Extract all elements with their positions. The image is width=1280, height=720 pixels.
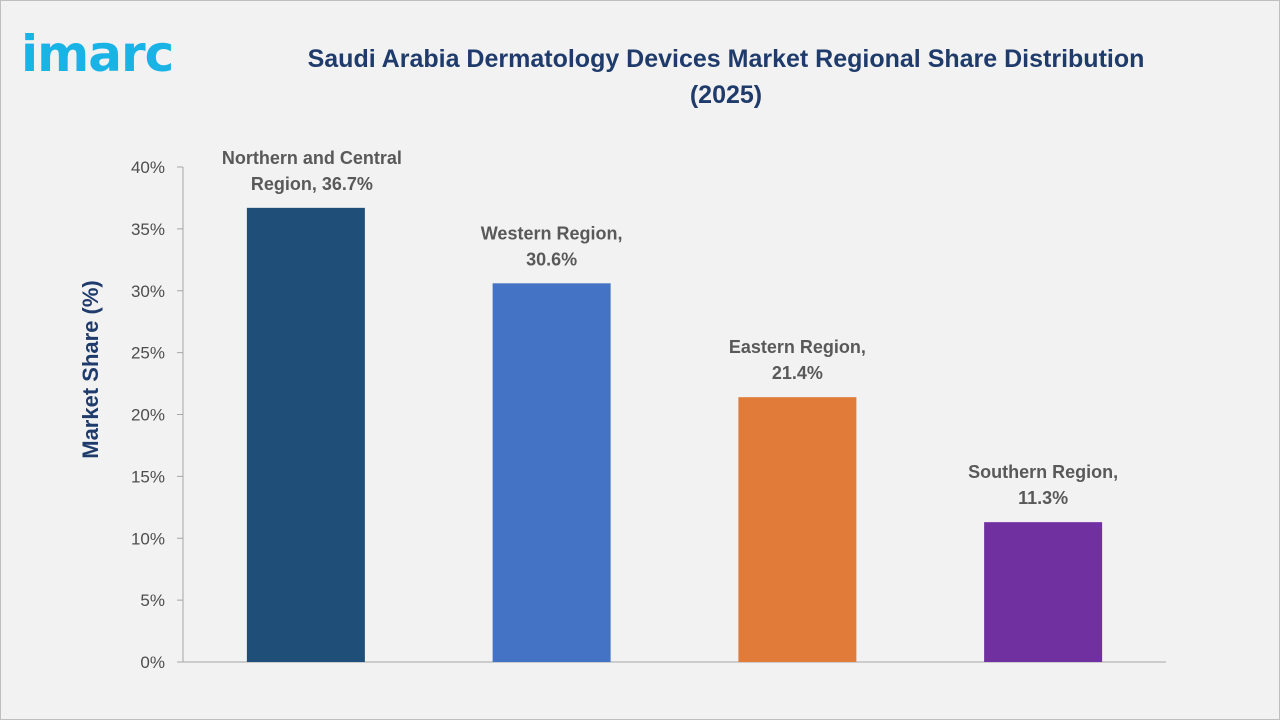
y-tick-label: 15% <box>131 467 165 486</box>
y-tick-label: 5% <box>140 591 165 610</box>
y-tick-label: 20% <box>131 406 165 425</box>
y-tick-label: 40% <box>131 158 165 177</box>
y-tick-label: 0% <box>140 653 165 672</box>
data-label-3: Eastern Region, <box>729 337 866 357</box>
y-tick-label: 35% <box>131 220 165 239</box>
bar-1 <box>246 207 365 662</box>
data-label-1: Region, 36.7% <box>251 174 373 194</box>
data-label-2: Western Region, <box>481 223 623 243</box>
chart-title: Saudi Arabia Dermatology Devices Market … <box>307 45 1145 109</box>
data-label-2: 30.6% <box>526 249 577 269</box>
y-tick-label: 30% <box>131 282 165 301</box>
bar-2 <box>492 283 611 662</box>
bar-4 <box>984 522 1103 662</box>
data-label-3: 21.4% <box>772 363 823 383</box>
bar-3 <box>738 397 857 662</box>
data-label-4: Southern Region, <box>968 462 1118 482</box>
data-label-4: 11.3% <box>1018 488 1068 508</box>
data-label-1: Northern and Central <box>222 148 402 168</box>
y-tick-label: 10% <box>131 529 165 548</box>
y-axis-label: Market Share (%) <box>78 280 103 459</box>
imarc-logo: imarc <box>21 25 174 83</box>
y-tick-label: 25% <box>131 344 165 363</box>
